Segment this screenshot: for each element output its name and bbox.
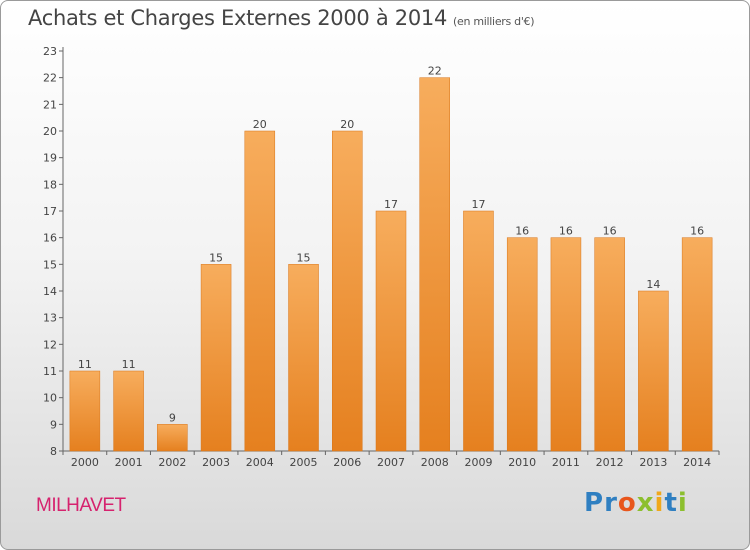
y-tick-label: 9 bbox=[50, 418, 57, 431]
y-tick-label: 16 bbox=[43, 232, 57, 245]
x-tick-label: 2005 bbox=[290, 456, 318, 469]
bar bbox=[244, 130, 276, 452]
x-tick-label: 2009 bbox=[464, 456, 492, 469]
x-tick-label: 2007 bbox=[377, 456, 405, 469]
bar-value-label: 22 bbox=[428, 65, 442, 78]
y-tick-label: 11 bbox=[43, 365, 57, 378]
x-tick-label: 2004 bbox=[246, 456, 274, 469]
bar-value-label: 17 bbox=[384, 198, 398, 211]
x-tick-label: 2010 bbox=[508, 456, 536, 469]
x-tick-label: 2002 bbox=[158, 456, 186, 469]
bar bbox=[506, 237, 538, 452]
bar bbox=[463, 210, 494, 452]
x-tick-label: 2012 bbox=[596, 456, 624, 469]
title-text: Achats et Charges Externes 2000 à 2014 bbox=[28, 6, 448, 30]
bar-value-label: 15 bbox=[209, 251, 223, 264]
bar bbox=[419, 77, 450, 452]
bar-value-label: 14 bbox=[646, 278, 660, 291]
bar bbox=[550, 237, 582, 452]
chart-subtitle: (en milliers d'€) bbox=[453, 15, 535, 28]
logo-letter: t bbox=[664, 488, 678, 518]
logo-letter: r bbox=[604, 488, 618, 518]
bar-value-label: 17 bbox=[471, 198, 485, 211]
y-tick-label: 14 bbox=[43, 285, 57, 298]
y-tick-label: 23 bbox=[43, 45, 57, 58]
proxiti-logo: Proxiti bbox=[584, 488, 688, 518]
y-tick-label: 13 bbox=[43, 312, 57, 325]
x-tick-label: 2008 bbox=[421, 456, 449, 469]
bar bbox=[288, 264, 319, 452]
bar bbox=[332, 130, 363, 452]
x-tick-label: 2006 bbox=[333, 456, 361, 469]
logo-letter: i bbox=[677, 488, 688, 518]
y-tick-label: 12 bbox=[43, 338, 57, 351]
y-tick-label: 22 bbox=[43, 72, 57, 85]
bar-value-label: 11 bbox=[78, 358, 92, 371]
bar bbox=[594, 237, 625, 452]
bar bbox=[113, 370, 144, 452]
x-tick-label: 2003 bbox=[202, 456, 230, 469]
bar bbox=[638, 290, 669, 452]
y-tick-labels: 8 9 10 11 12 13 14 15 16 17 18 19 20 21 22 23 bbox=[43, 45, 57, 458]
x-tick-label: 2000 bbox=[71, 456, 99, 469]
data-labels: 11 11 9 15 20 15 20 17 22 17 16 16 16 14 16 bbox=[78, 65, 704, 425]
bar-value-label: 16 bbox=[603, 225, 617, 238]
bar-value-label: 20 bbox=[253, 118, 267, 131]
bar-value-label: 11 bbox=[122, 358, 136, 371]
x-tick-label: 2014 bbox=[683, 456, 711, 469]
y-tick-label: 10 bbox=[43, 392, 57, 405]
bar bbox=[681, 237, 713, 452]
bar bbox=[157, 424, 188, 452]
y-tick-label: 15 bbox=[43, 258, 57, 271]
bar-value-label: 16 bbox=[690, 225, 704, 238]
y-tick-label: 20 bbox=[43, 125, 57, 138]
x-tick-label: 2001 bbox=[115, 456, 143, 469]
logo-letter: o bbox=[617, 488, 637, 518]
bar-value-label: 20 bbox=[340, 118, 354, 131]
town-name: MILHAVET bbox=[36, 495, 126, 516]
y-tick-label: 8 bbox=[50, 445, 57, 458]
y-tick-label: 18 bbox=[43, 178, 57, 191]
bar-value-label: 9 bbox=[169, 411, 176, 424]
logo-letter: P bbox=[584, 488, 605, 518]
bar bbox=[69, 370, 101, 452]
y-tick-label: 17 bbox=[43, 205, 57, 218]
y-tick-label: 19 bbox=[43, 152, 57, 165]
bars bbox=[69, 77, 713, 452]
bar bbox=[375, 210, 407, 452]
y-tick-label: 21 bbox=[43, 98, 57, 111]
bar-value-label: 16 bbox=[559, 225, 573, 238]
bar-value-label: 15 bbox=[297, 251, 311, 264]
bar bbox=[200, 264, 232, 452]
logo-letter: x bbox=[636, 488, 655, 518]
x-tick-label: 2013 bbox=[639, 456, 667, 469]
x-tick-labels: 2000 2001 2002 2003 2004 2005 2006 2007 2008 2009… bbox=[71, 456, 711, 469]
chart-title: Achats et Charges Externes 2000 à 2014 (e… bbox=[28, 6, 535, 30]
bar-value-label: 16 bbox=[515, 225, 529, 238]
x-tick-label: 2011 bbox=[552, 456, 580, 469]
logo-letter: i bbox=[654, 488, 665, 518]
